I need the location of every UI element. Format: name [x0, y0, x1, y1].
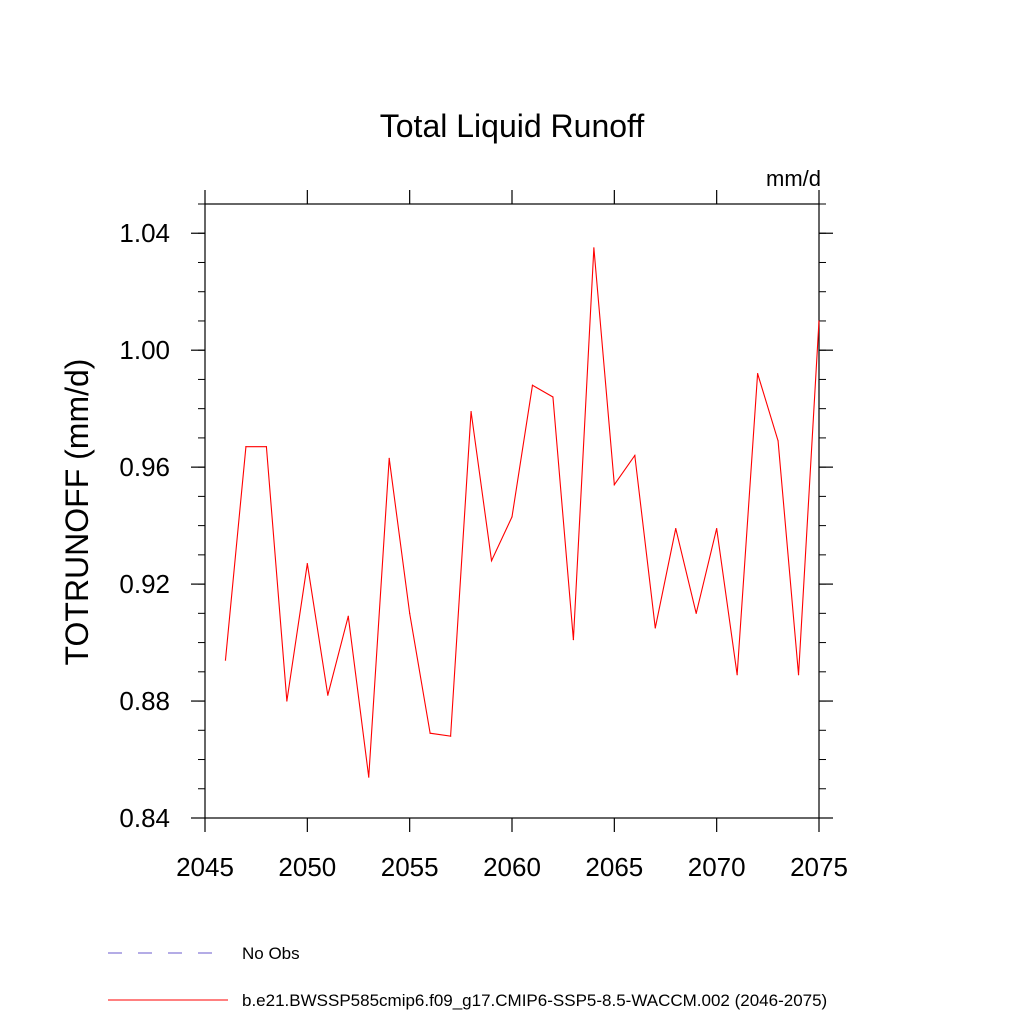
x-axis: 2045 2050 2055 2060 2065 2070 2075 [176, 190, 848, 882]
x-tick-label: 2055 [381, 852, 439, 882]
legend-label: No Obs [242, 944, 300, 963]
x-tick-label: 2075 [790, 852, 848, 882]
data-point [245, 446, 247, 448]
y-tick-label: 1.04 [119, 218, 170, 248]
data-point [224, 659, 227, 661]
legend-label: b.e21.BWSSP585cmip6.f09_g17.CMIP6-SSP5-8… [242, 991, 827, 1010]
data-point [695, 612, 697, 614]
data-point [306, 563, 308, 565]
data-point [265, 446, 267, 448]
data-point [675, 527, 677, 530]
legend: No Obs b.e21.BWSSP585cmip6.f09_g17.CMIP6-… [108, 944, 827, 1010]
plot-frame [204, 203, 820, 819]
x-tick-label: 2060 [483, 852, 541, 882]
data-point [388, 457, 390, 459]
data-point [531, 384, 534, 386]
y-tick-label: 0.88 [119, 686, 170, 716]
data-point [634, 454, 636, 457]
y-tick-label: 0.84 [119, 803, 170, 833]
data-point [797, 674, 800, 676]
data-point [593, 247, 595, 249]
data-point [450, 735, 452, 737]
series-layer [224, 247, 820, 778]
data-point [654, 627, 656, 629]
x-tick-label: 2045 [176, 852, 234, 882]
data-point [470, 410, 472, 413]
x-tick-label: 2070 [688, 852, 746, 882]
y-axis-label: TOTRUNOFF (mm/d) [59, 359, 95, 666]
y-tick-label: 1.00 [119, 335, 170, 365]
y-axis: 0.84 0.88 0.92 0.96 1.00 1.04 [119, 203, 833, 833]
data-point [490, 560, 493, 562]
data-point [368, 776, 370, 778]
chart-title: Total Liquid Runoff [380, 108, 645, 144]
series-line [224, 247, 820, 778]
y-tick-label: 0.92 [119, 569, 170, 599]
units-label: mm/d [766, 166, 821, 191]
x-tick-label: 2050 [278, 852, 336, 882]
data-point [777, 440, 779, 442]
data-point [552, 396, 554, 398]
data-point [716, 527, 718, 530]
data-point [429, 732, 431, 734]
data-point [757, 372, 759, 375]
y-tick-label: 0.96 [119, 452, 170, 482]
data-point [409, 612, 411, 614]
data-point [572, 639, 575, 641]
data-point [511, 516, 513, 518]
data-point [736, 674, 738, 676]
data-point [327, 694, 329, 696]
data-point [286, 700, 288, 702]
x-tick-label: 2065 [585, 852, 643, 882]
data-point [347, 615, 349, 617]
data-point [613, 484, 615, 486]
data-point [818, 320, 820, 322]
